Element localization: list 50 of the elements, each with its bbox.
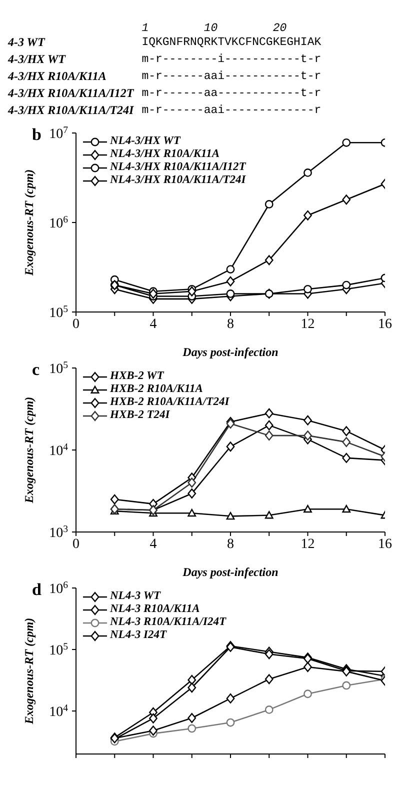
category-label: 4-3/HX R10A/K11A/I12T (8, 85, 134, 102)
x-tick-label: 16 (378, 317, 392, 332)
legend-label: NL4-3 R10A/K11A (110, 603, 200, 616)
legend-label: NL4-3 R10A/K11A/I24T (110, 616, 226, 629)
y-tick-label: 10$^{6}$ (49, 580, 68, 597)
y-axis-title: Exogenous-RT (cpm) (22, 169, 36, 277)
legend-label: NL4-3 WT (110, 590, 161, 603)
x-tick-label: 4 (150, 317, 157, 332)
category-label: 4-3/HX WT (8, 51, 67, 68)
chart-title: b (32, 125, 42, 145)
x-tick-label: 0 (72, 537, 80, 552)
legend-label: NL4-3/HX WT (110, 135, 180, 148)
y-tick-label: 10$^{5}$ (49, 360, 68, 377)
text: m-r------aa------------t-r (142, 86, 322, 102)
y-axis-title: Exogenous-RT (cpm) (22, 618, 36, 726)
chart-title: c (32, 360, 40, 380)
legend-label: HXB-2 T24I (110, 409, 170, 422)
text: m-r------aai-------------r (142, 103, 322, 119)
y-tick-label: 10$^{4}$ (49, 702, 68, 720)
category-label: 4-3/HX R10A/K11A/T24I (8, 102, 134, 119)
x-tick-label: 16 (378, 537, 392, 552)
y-tick-label: 10$^{5}$ (49, 304, 68, 321)
category-label: 4-3 WT (8, 34, 46, 51)
x-tick-label: 4 (150, 537, 157, 552)
legend-label: NL4-3 I24T (110, 629, 167, 642)
chart-title: d (32, 580, 42, 600)
x-tick-label: 8 (227, 317, 234, 332)
x-tick-label: 8 (227, 537, 234, 552)
legend-label: HXB-2 WT (110, 370, 164, 383)
y-tick-label: 10$^{5}$ (49, 641, 68, 659)
legend-label: NL4-3/HX R10A/K11A (110, 148, 220, 161)
y-axis-title: Exogenous-RT (cpm) (22, 396, 36, 504)
text: 1 10 20 (142, 22, 287, 35)
x-axis-title: Days post-infection (182, 565, 279, 579)
y-tick-label: 10$^{4}$ (49, 442, 68, 459)
y-tick-label: 10$^{6}$ (49, 214, 68, 232)
x-tick-label: 0 (72, 317, 80, 332)
category-label: 4-3/HX R10A/K11A (8, 68, 108, 85)
legend-label: HXB-2 R10A/K11A/T24I (110, 396, 230, 409)
y-tick-label: 10$^{7}$ (49, 124, 68, 142)
legend-label: NL4-3/HX R10A/K11A/T24I (110, 174, 246, 187)
text: m-r------aai-----------t-r (142, 69, 322, 85)
legend-label: HXB-2 R10A/K11A (110, 383, 203, 396)
x-tick-label: 12 (300, 317, 315, 332)
text: m-r--------i-----------t-r (142, 52, 322, 68)
legend-label: NL4-3/HX R10A/K11A/I12T (110, 161, 246, 174)
text: IQKGNFRNQRKTVKCFNCGKEGHIAK (142, 35, 322, 51)
x-axis-title: Days post-infection (182, 345, 279, 359)
x-tick-label: 12 (300, 537, 315, 552)
y-tick-label: 10$^{3}$ (49, 524, 68, 541)
